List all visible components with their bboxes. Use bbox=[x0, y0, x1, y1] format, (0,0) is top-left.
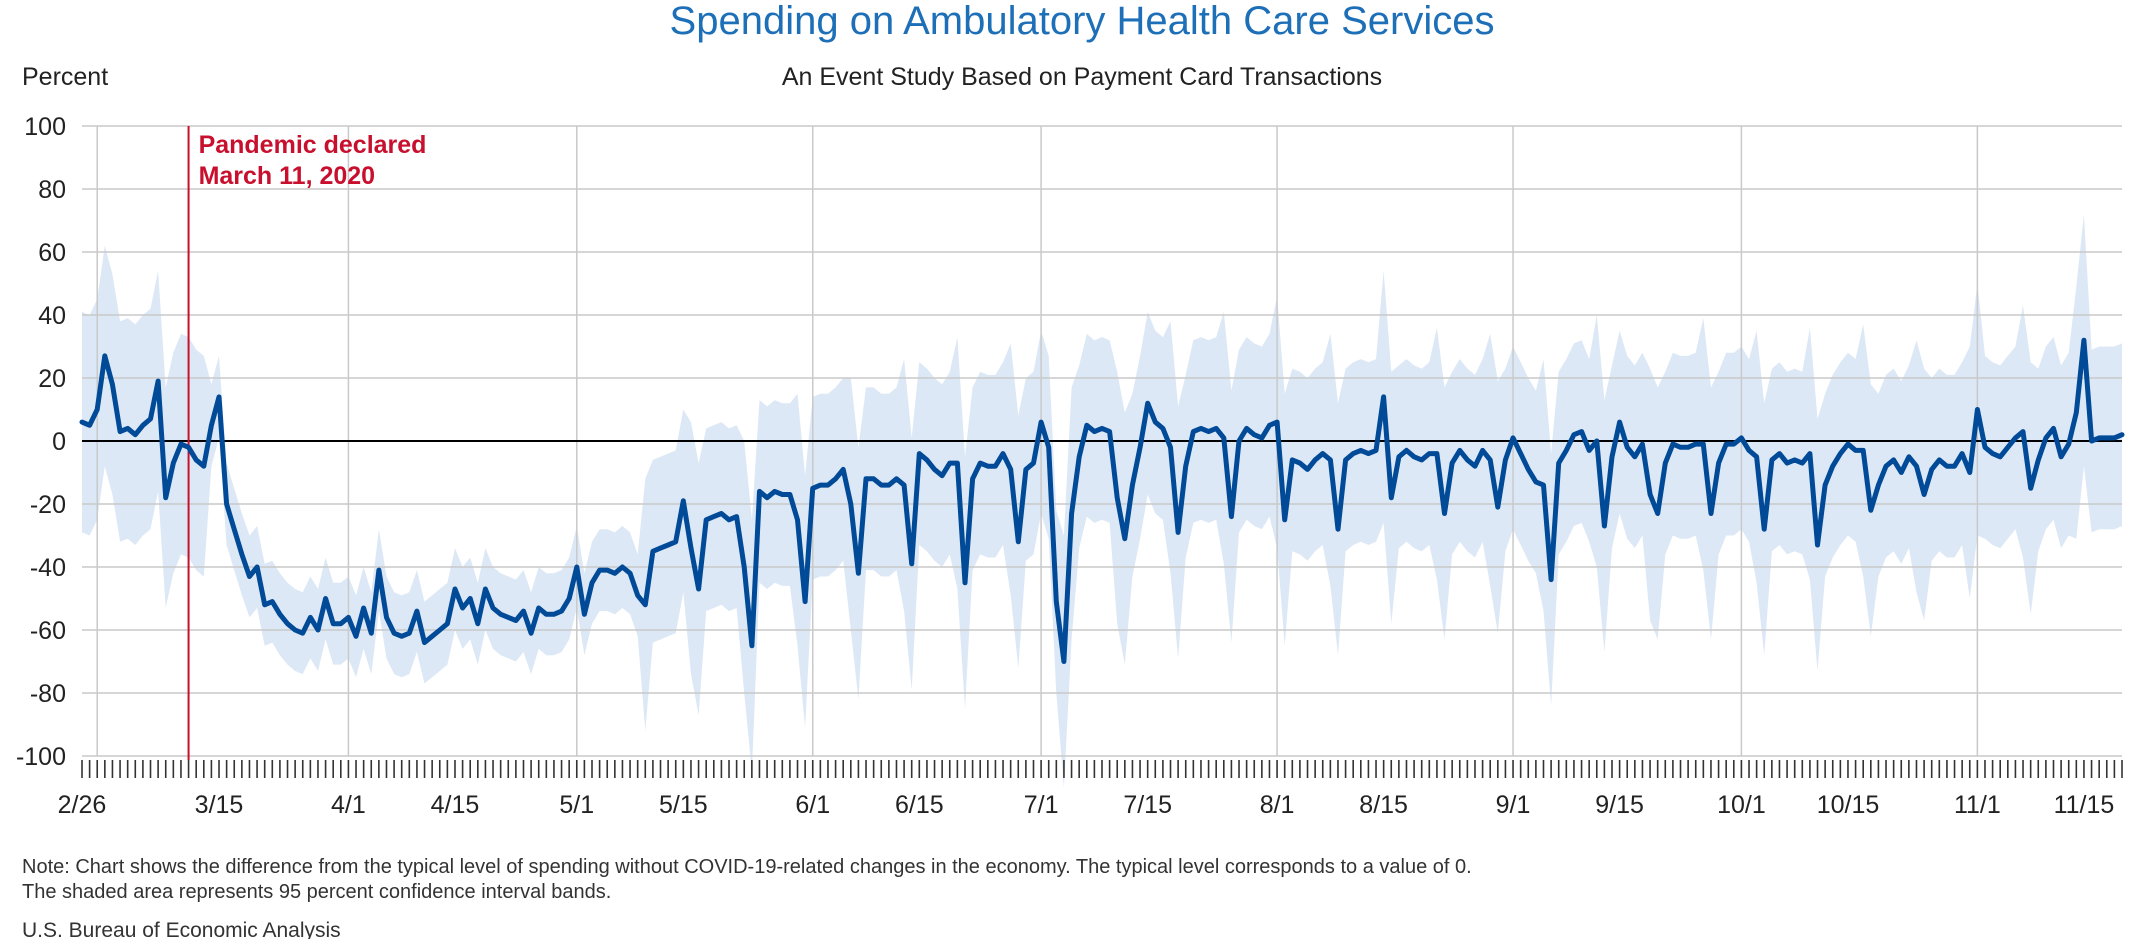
x-tick-label: 11/15 bbox=[2054, 791, 2115, 819]
y-tick-label: 80 bbox=[38, 176, 66, 204]
source-credit: U.S. Bureau of Economic Analysis bbox=[22, 919, 341, 939]
x-tick-label: 2/26 bbox=[58, 791, 107, 819]
x-tick-label: 8/15 bbox=[1359, 791, 1408, 819]
x-axis-ticks: 2/26 3/15 4/1 4/15 5/1 5/15 6/1 6/15 7/1 7/15 8/1 8… bbox=[58, 760, 2123, 819]
x-tick-label: 7/1 bbox=[1024, 791, 1059, 819]
x-tick-label: 7/15 bbox=[1123, 791, 1172, 819]
y-tick-label: -80 bbox=[30, 680, 66, 708]
y-tick-label: 0 bbox=[52, 428, 66, 456]
x-tick-label: 9/1 bbox=[1496, 791, 1531, 819]
x-tick-label: 4/15 bbox=[431, 791, 480, 819]
pandemic-annotation-label: Pandemic declared bbox=[199, 131, 427, 159]
x-tick-label: 3/15 bbox=[195, 791, 244, 819]
y-tick-label: -60 bbox=[30, 617, 66, 645]
y-tick-label: 40 bbox=[38, 302, 66, 330]
y-tick-label: -40 bbox=[30, 554, 66, 582]
x-tick-label: 9/15 bbox=[1595, 791, 1644, 819]
series-line bbox=[79, 337, 2125, 664]
chart-title: Spending on Ambulatory Health Care Servi… bbox=[670, 0, 1495, 43]
annotation-layer: Pandemic declared March 11, 2020 bbox=[187, 126, 427, 760]
x-tick-label: 11/1 bbox=[1954, 791, 2001, 819]
y-tick-label: -100 bbox=[16, 743, 66, 771]
y-tick-label: 60 bbox=[38, 239, 66, 267]
chart-note-line: The shaded area represents 95 percent co… bbox=[22, 881, 611, 903]
chart-note-line: Note: Chart shows the difference from th… bbox=[22, 856, 1472, 878]
x-tick-label: 4/1 bbox=[331, 791, 366, 819]
x-tick-label: 10/1 bbox=[1717, 791, 1766, 819]
chart-subtitle: An Event Study Based on Payment Card Tra… bbox=[782, 63, 1382, 91]
y-tick-label: -20 bbox=[30, 491, 66, 519]
y-axis-label: Percent bbox=[22, 63, 108, 91]
confidence-band bbox=[82, 214, 2122, 788]
pandemic-annotation-label: March 11, 2020 bbox=[199, 162, 376, 190]
confidence-band-layer bbox=[82, 214, 2122, 788]
x-tick-label: 8/1 bbox=[1260, 791, 1295, 819]
x-tick-label: 5/15 bbox=[659, 791, 708, 819]
x-tick-label: 5/1 bbox=[559, 791, 594, 819]
x-tick-label: 6/15 bbox=[895, 791, 944, 819]
series-layer bbox=[79, 337, 2125, 664]
y-tick-label: 100 bbox=[24, 113, 66, 141]
x-tick-label: 10/15 bbox=[1817, 791, 1880, 819]
y-tick-label: 20 bbox=[38, 365, 66, 393]
x-tick-label: 6/1 bbox=[795, 791, 830, 819]
chart-note: Note: Chart shows the difference from th… bbox=[22, 856, 1472, 903]
gridlines bbox=[82, 125, 2122, 757]
y-tick-labels: 100 80 60 40 20 0 -20 -40 -60 -80 -100 bbox=[16, 113, 66, 771]
